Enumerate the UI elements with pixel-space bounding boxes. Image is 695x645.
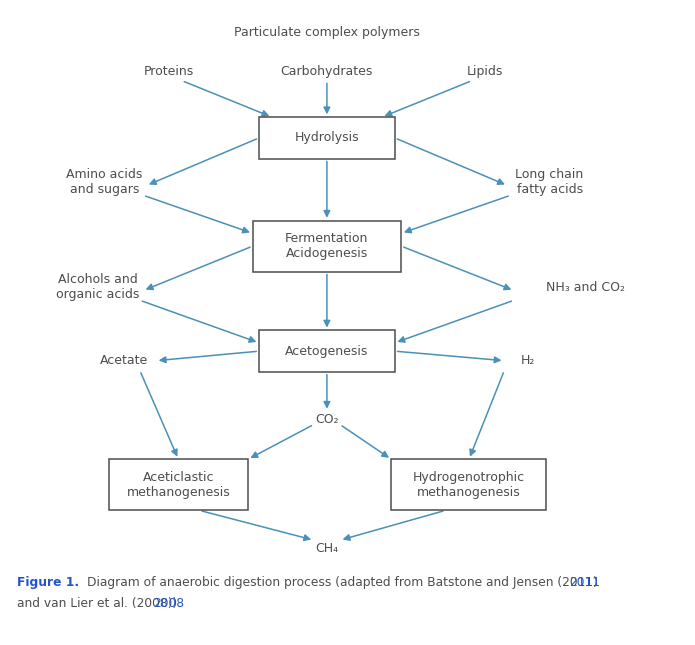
- FancyBboxPatch shape: [253, 221, 401, 272]
- FancyBboxPatch shape: [259, 330, 395, 372]
- Text: Acetate: Acetate: [99, 354, 148, 367]
- Text: 2011: 2011: [569, 575, 600, 589]
- Text: Figure 1.: Figure 1.: [17, 575, 79, 589]
- Text: Fermentation
Acidogenesis: Fermentation Acidogenesis: [285, 232, 368, 260]
- Text: NH₃ and CO₂: NH₃ and CO₂: [546, 281, 626, 294]
- FancyBboxPatch shape: [109, 459, 248, 510]
- Text: H₂: H₂: [521, 354, 535, 367]
- Text: Acetogenesis: Acetogenesis: [285, 344, 368, 357]
- Text: 2008: 2008: [154, 597, 184, 610]
- Text: Alcohols and
organic acids: Alcohols and organic acids: [56, 273, 140, 301]
- Text: Carbohydrates: Carbohydrates: [281, 64, 373, 77]
- Text: Lipids: Lipids: [467, 64, 503, 77]
- Text: Particulate complex polymers: Particulate complex polymers: [234, 26, 420, 39]
- Text: Aceticlastic
methanogenesis: Aceticlastic methanogenesis: [126, 471, 230, 499]
- Text: Hydrogenotrophic
methanogenesis: Hydrogenotrophic methanogenesis: [413, 471, 525, 499]
- Text: Hydrolysis: Hydrolysis: [295, 132, 359, 144]
- FancyBboxPatch shape: [259, 117, 395, 159]
- Text: and van Lier et al. (2008)).: and van Lier et al. (2008)).: [17, 597, 181, 610]
- Text: CO₂: CO₂: [315, 413, 338, 426]
- Text: Proteins: Proteins: [144, 64, 194, 77]
- Text: CH₄: CH₄: [316, 542, 338, 555]
- Text: Long chain
fatty acids: Long chain fatty acids: [516, 168, 584, 197]
- FancyBboxPatch shape: [391, 459, 546, 510]
- Text: Diagram of anaerobic digestion process (adapted from Batstone and Jensen (2011): Diagram of anaerobic digestion process (…: [87, 575, 598, 589]
- Text: Amino acids
and sugars: Amino acids and sugars: [66, 168, 142, 197]
